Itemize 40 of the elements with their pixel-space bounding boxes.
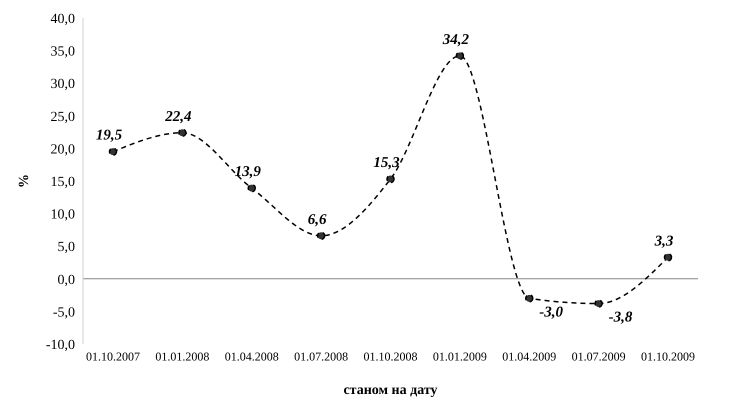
data-label: -3,8 (608, 310, 633, 326)
y-tick-label: 15,0 (50, 174, 75, 190)
y-tick-label: 40,0 (50, 12, 75, 27)
point (594, 299, 603, 308)
data-label: 13,9 (234, 164, 262, 180)
point (248, 184, 256, 192)
y-tick-label: 35,0 (50, 44, 75, 60)
x-tick-label: 01.07.2009 (572, 350, 626, 364)
y-axis-title: % (16, 174, 32, 188)
data-label: 15,3 (373, 155, 400, 172)
x-tick-label: 01.07.2008 (294, 350, 348, 364)
y-tick-label: 0,0 (58, 272, 75, 288)
data-label: 19,5 (96, 128, 123, 144)
x-tick-label: 01.01.2008 (155, 350, 210, 364)
y-tick-label: 10,0 (50, 208, 75, 223)
point (386, 174, 395, 184)
y-tick-label: -5,0 (52, 305, 75, 320)
point (178, 128, 187, 137)
point (456, 52, 464, 60)
data-label: 22,4 (164, 108, 192, 125)
point (525, 294, 534, 303)
x-axis-title: станом на дату (343, 383, 438, 398)
y-tick-label: 25,0 (50, 110, 75, 125)
y-tick-label: 30,0 (50, 77, 75, 92)
data-label: 3,3 (654, 233, 674, 250)
point (316, 232, 326, 240)
y-tick-label: 5,0 (58, 240, 75, 256)
x-tick-label: 01.10.2009 (641, 350, 695, 364)
point (108, 147, 118, 156)
x-tick-label: 01.01.2009 (432, 350, 487, 364)
data-label: -3,0 (539, 304, 564, 320)
point (664, 253, 672, 262)
y-tick-label: -10,0 (46, 338, 75, 353)
y-tick-label: 20,0 (50, 142, 75, 158)
x-tick-label: 01.04.2008 (224, 350, 279, 364)
x-tick-label: 01.10.2008 (364, 350, 418, 364)
x-tick-label: 01.10.2007 (86, 350, 140, 364)
data-label: 6,6 (308, 212, 327, 228)
x-tick-label: 01.04.2009 (502, 350, 556, 364)
data-label: 34,2 (442, 32, 470, 48)
